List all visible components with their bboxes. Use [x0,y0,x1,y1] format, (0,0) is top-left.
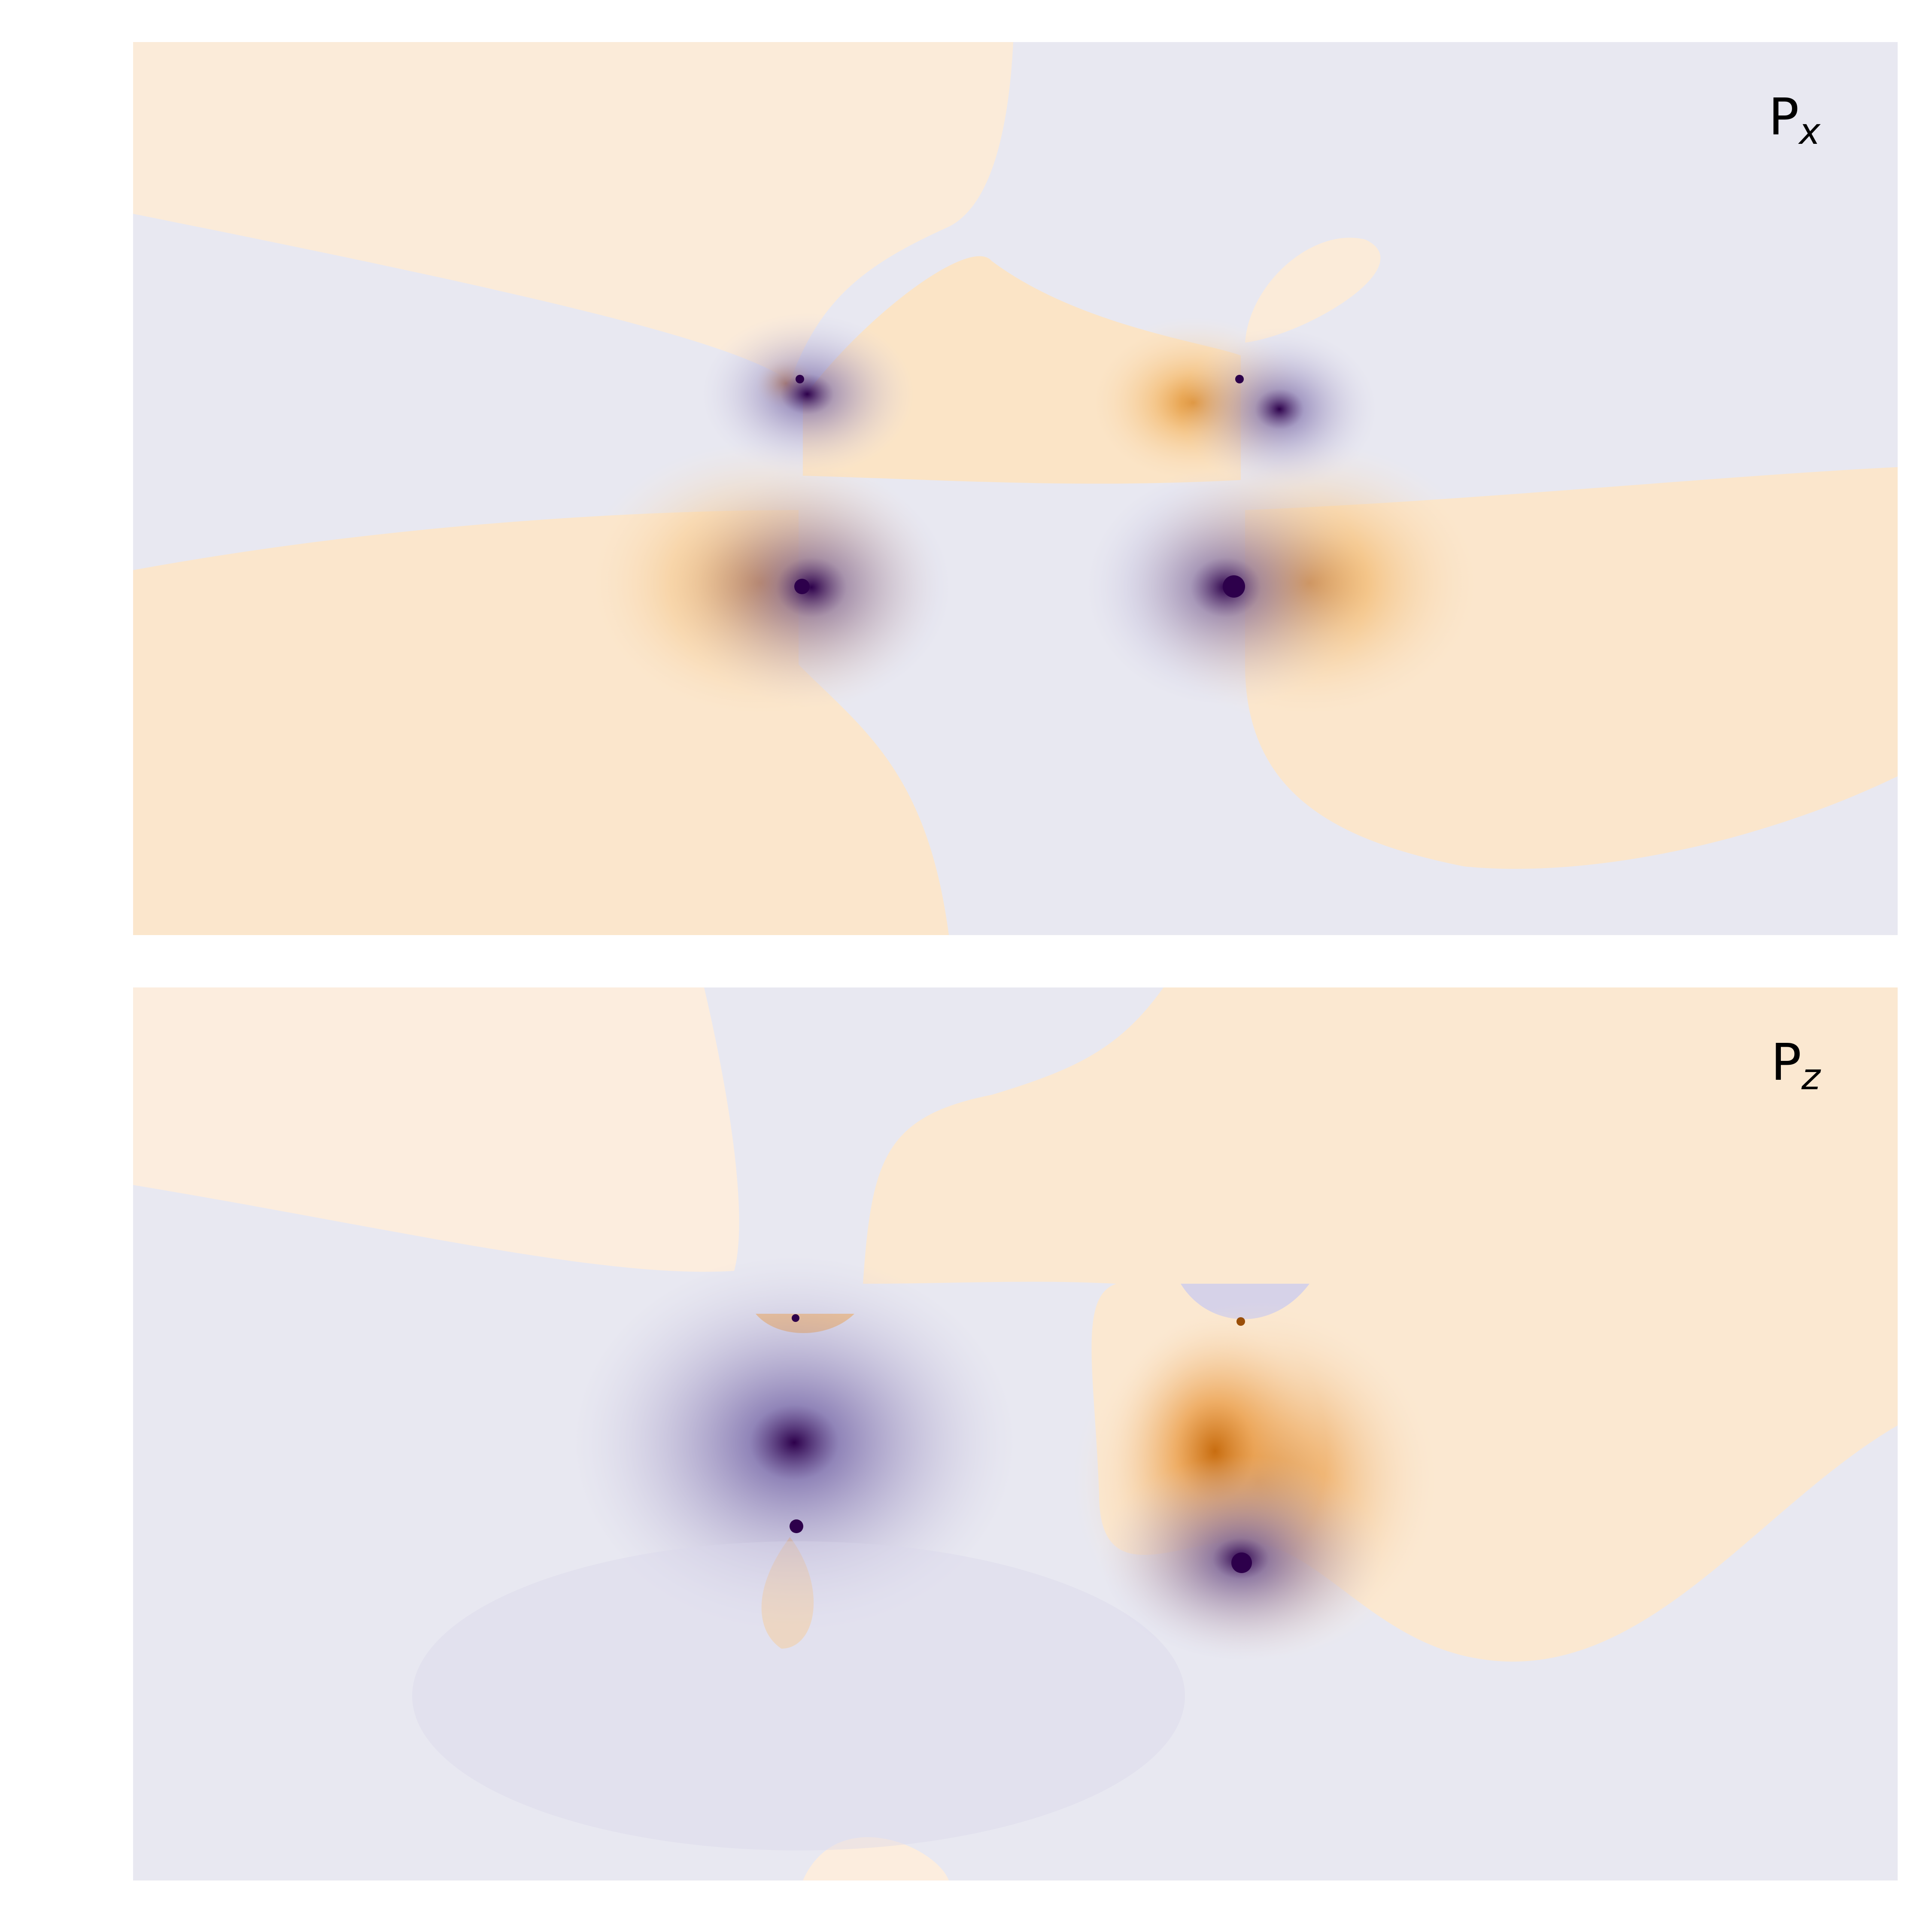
pz-panel-label: Pz [1771,1033,1820,1098]
pz-heatmap [133,987,1898,1880]
pz-source-upper-right [1236,1317,1245,1326]
pz-source-lower-right [1231,1552,1252,1573]
px-heatmap-panel: Px [133,42,1898,935]
px-source-lower-left [794,579,810,594]
px-panel-label: Px [1768,87,1820,152]
px-heatmap [133,42,1898,935]
px-source-lower-right [1223,575,1245,598]
px-source-upper-left [796,375,804,383]
pz-source-lower-left [790,1519,803,1533]
pz-heatmap-panel: Pz [133,987,1898,1880]
pz-source-upper-left [792,1314,799,1322]
px-source-upper-right [1235,375,1244,383]
